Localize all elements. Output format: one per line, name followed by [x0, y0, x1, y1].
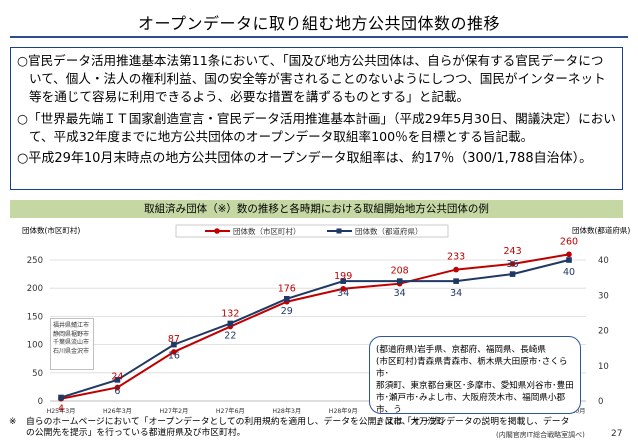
- data-label-municipal: 87: [168, 334, 180, 345]
- footnote-text: 自らのホームページにおいて「オープンデータとしての利用規約を適用し、データを公開…: [26, 417, 570, 438]
- data-label-municipal: 24: [111, 371, 123, 382]
- recent-adopters-callout: (都道府県)岩手県、京都府、福岡県、長崎県 (市区町村)青森県青森市、栃木県大田…: [369, 336, 581, 427]
- legend-label-prefecture: 団体数（都道府県）: [355, 226, 423, 236]
- callout-line: きは市、大刀洗町: [376, 417, 445, 427]
- data-label-prefecture: 16: [168, 351, 180, 362]
- data-point-municipal: [509, 261, 516, 267]
- data-label-prefecture: 22: [224, 330, 236, 341]
- legend: 団体数（市区町村） 団体数（都道府県）: [175, 224, 449, 238]
- legend-frame: [175, 224, 449, 238]
- data-point-municipal: [340, 285, 347, 292]
- data-label-municipal: 233: [447, 252, 465, 263]
- data-label-municipal: 132: [221, 309, 239, 320]
- page-title: オープンデータに取り組む地方公共団体数の推移: [137, 14, 501, 33]
- series-line-prefecture: [60, 259, 570, 399]
- footnote: ※ 自らのホームページにおいて「オープンデータとしての利用規約を適用し、データを…: [9, 417, 574, 439]
- y-tick-label-left: 150: [27, 312, 43, 322]
- legend-marker-prefecture: [336, 228, 342, 234]
- data-label-municipal: 4: [58, 404, 64, 415]
- callout-line: (都道府県)岩手県、京都府、福岡県、長崎県: [376, 345, 546, 355]
- data-label-prefecture: 34: [450, 288, 462, 299]
- footnote-mark: ※: [9, 417, 17, 427]
- early-adopter-item: 千葉県流山市: [53, 339, 90, 346]
- data-point-prefecture: [566, 257, 572, 263]
- callout-line: 那須町、東京都台東区･多摩市、愛知県刈谷市･豊田: [376, 381, 574, 391]
- data-label-prefecture: 29: [281, 306, 293, 317]
- summary-box: ○官民データ活用推進基本法第11条において、「国及び地方公共団体は、自らが保有す…: [10, 47, 623, 190]
- x-tick-label: H28年3月: [272, 407, 301, 415]
- data-point-prefecture: [227, 320, 234, 327]
- data-point-prefecture: [453, 278, 459, 284]
- x-tick-label: H27年6月: [216, 407, 245, 415]
- callout-line: 市･瀬戸市･みよし市、大阪府茨木市、福岡県小郡市、う: [376, 393, 566, 415]
- y-tick-label-right: 0: [598, 397, 603, 407]
- y-axis-right-label: 団体数(都道府県): [572, 225, 630, 235]
- legend-label-municipal: 団体数（市区町村）: [233, 226, 301, 236]
- x-tick-label: H28年9月: [329, 407, 358, 415]
- data-point-municipal: [171, 349, 177, 355]
- summary-paragraph-3: ○平成29年10月末時点の地方公共団体のオープンデータ取組率は、約17％（300…: [17, 151, 593, 166]
- summary-paragraph-2: ○「世界最先端ＩＴ国家創造宣言・官民データ活用推進基本計画」（平成29年5月30…: [17, 111, 616, 144]
- summary-paragraph-1: ○官民データ活用推進基本法第11条において、「国及び地方公共団体は、自らが保有す…: [17, 53, 606, 104]
- y-tick-label-left: 250: [27, 256, 43, 266]
- x-tick-label: H27年2月: [159, 407, 188, 415]
- series-line-municipal: [60, 253, 570, 400]
- chart-header: 取組済み団体（※）数の推移と各時期における取組開始地方公共団体の例: [10, 200, 623, 218]
- data-label-municipal: 208: [391, 266, 409, 277]
- data-label-prefecture: 34: [337, 288, 349, 299]
- callout-line: (市区町村)青森県青森市、栃木県大田原市･さくら市･: [376, 357, 568, 379]
- early-adopter-item: 福井県鯖江市: [53, 322, 90, 329]
- data-label-prefecture: 40: [563, 267, 575, 278]
- data-point-prefecture: [171, 341, 177, 348]
- data-label-municipal: 260: [560, 236, 578, 247]
- y-tick-label-right: 30: [598, 291, 609, 301]
- y-axis-left-label: 団体数(市区町村): [22, 225, 80, 235]
- data-label-prefecture: 34: [394, 288, 406, 299]
- page-number: 27: [611, 429, 623, 439]
- data-label-municipal: 243: [503, 246, 521, 257]
- data-point-prefecture: [283, 295, 290, 302]
- y-tick-label-right: 20: [598, 327, 609, 337]
- data-label-municipal: 199: [334, 271, 352, 282]
- early-adopters-box: 福井県鯖江市 静岡県裾野市 千葉県流山市 石川県金沢市: [50, 318, 94, 370]
- early-adopter-item: 石川県金沢市: [53, 347, 90, 355]
- y-tick-label-left: 100: [27, 341, 43, 351]
- y-tick-label-right: 10: [598, 362, 609, 372]
- data-label-municipal: 176: [278, 284, 296, 295]
- data-point-municipal: [114, 384, 121, 391]
- data-label-prefecture: 6: [114, 386, 120, 397]
- data-point-prefecture: [340, 278, 347, 284]
- data-label-prefecture: 36: [507, 259, 519, 270]
- x-tick-label: H26年3月: [103, 407, 132, 415]
- legend-marker-municipal: [214, 228, 220, 234]
- title-divider: [10, 36, 628, 38]
- data-point-municipal: [566, 251, 572, 258]
- y-tick-label-left: 200: [27, 284, 43, 294]
- y-tick-label-left: 50: [32, 369, 43, 379]
- data-point-prefecture: [114, 377, 121, 383]
- y-tick-label-right: 40: [598, 256, 609, 266]
- y-tick-label-left: 0: [38, 397, 43, 407]
- data-point-prefecture: [58, 394, 64, 401]
- data-point-prefecture: [509, 271, 516, 277]
- early-adopter-item: 静岡県裾野市: [53, 330, 90, 338]
- source-note: (内閣官房IT総合戦略室調べ): [496, 431, 585, 439]
- data-point-municipal: [453, 266, 459, 273]
- data-point-prefecture: [396, 278, 403, 284]
- x-tick-label: H25年3月: [47, 407, 76, 415]
